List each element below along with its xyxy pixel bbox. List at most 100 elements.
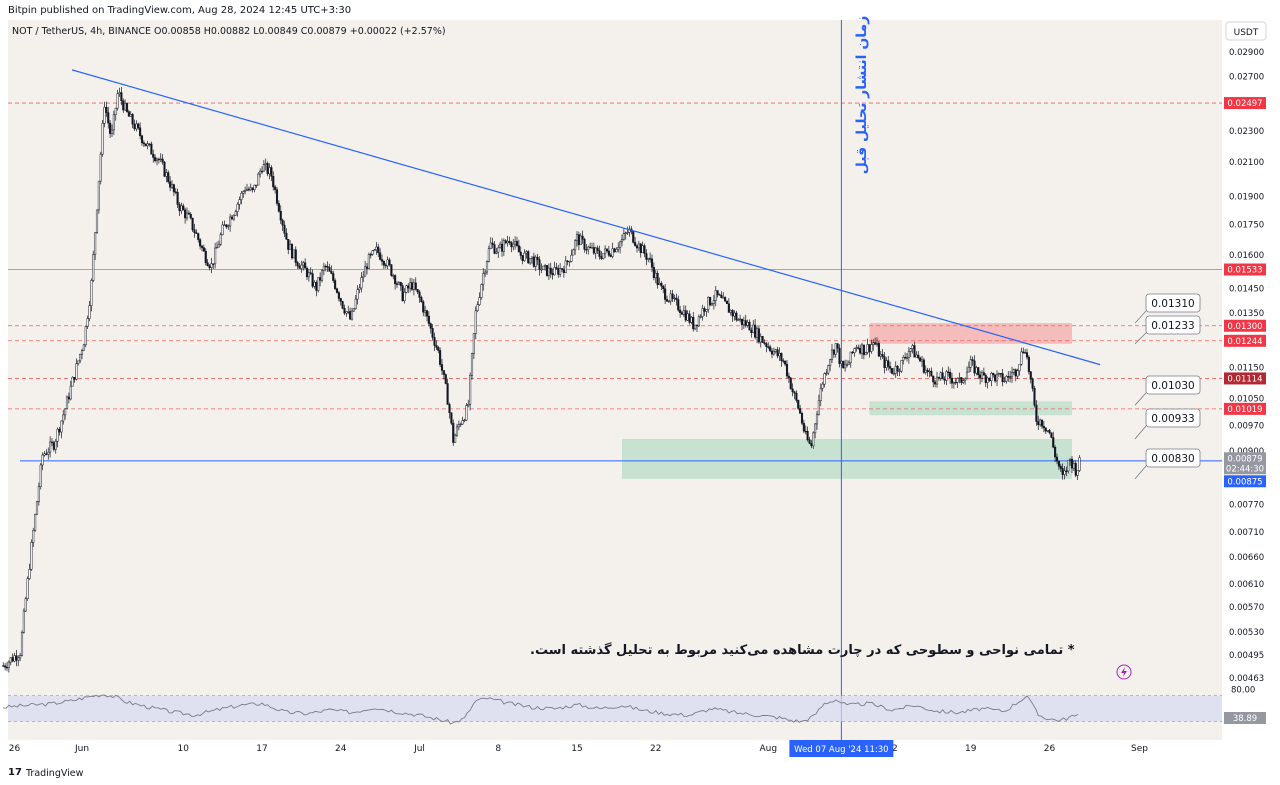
candle-body [917, 354, 920, 359]
candle-body [1033, 388, 1036, 406]
candle-body [979, 374, 982, 379]
candle-body [2, 665, 5, 667]
candle-body [534, 256, 537, 267]
candle-body [530, 256, 534, 259]
candle-body [823, 373, 826, 385]
candle-body [866, 344, 869, 353]
candle-body [889, 366, 892, 369]
candle-body [425, 310, 429, 317]
candle-body [240, 192, 243, 200]
candle-body [585, 249, 588, 251]
candle-body [1031, 379, 1034, 389]
candle-body [542, 265, 545, 270]
candle-body [527, 251, 530, 264]
candle-body [589, 246, 592, 249]
candle-body [988, 377, 991, 381]
candle-body [789, 377, 792, 390]
callout-box-2 [1145, 375, 1201, 395]
candle-body [285, 232, 288, 240]
candle-body [234, 211, 237, 216]
candle-body [17, 657, 20, 661]
candle-body [476, 304, 479, 311]
candle-body [326, 266, 329, 268]
candle-body [407, 285, 410, 289]
candle-body [810, 443, 813, 447]
candle-body [409, 282, 412, 289]
candle-body [752, 324, 755, 334]
y-tick-label: 0.01450 [1229, 284, 1264, 294]
candle-body [838, 347, 841, 364]
candle-body [221, 224, 224, 235]
callout-label-2: 0.01030 [1151, 380, 1194, 392]
candle-body [189, 213, 192, 219]
candle-body [317, 277, 320, 291]
candle-body [924, 369, 927, 373]
candle-body [705, 309, 708, 312]
candle-body [980, 372, 984, 379]
candle-body [62, 414, 65, 422]
candle-body [324, 265, 327, 268]
candle-body [748, 321, 751, 331]
candle-body [339, 298, 342, 302]
candle-body [720, 294, 723, 298]
candle-body [784, 360, 787, 365]
candle-body [497, 247, 500, 253]
candle-body [77, 360, 80, 364]
candle-body [609, 254, 612, 257]
candle-body [994, 374, 997, 382]
candle-body [574, 240, 577, 251]
rsi-line [3, 694, 1079, 725]
analysis-note: * تمامی نواحی و سطوحی که در چارت مشاهده … [530, 642, 1075, 658]
candle-body [695, 324, 699, 327]
candle-body [107, 112, 110, 124]
candle-body [34, 514, 37, 531]
candle-body [821, 383, 824, 389]
candle-body [58, 428, 61, 433]
candle-body [547, 267, 550, 276]
candle-body [401, 285, 404, 302]
candle-body [382, 261, 385, 266]
candle-body [817, 400, 820, 415]
candle-body [335, 288, 339, 293]
candle-body [491, 242, 494, 245]
candle-body [740, 318, 744, 326]
candle-body [47, 451, 50, 455]
candle-body [529, 258, 532, 264]
candle-body [1057, 460, 1060, 467]
publish-header: Bitpin published on TradingView.com, Aug… [0, 0, 1280, 22]
candle-body [352, 308, 355, 312]
candle-body [517, 245, 520, 253]
candle-body [79, 353, 82, 362]
candle-body [379, 252, 382, 260]
candle-body [465, 405, 468, 421]
candle-body [39, 464, 42, 487]
candle-body [954, 381, 957, 384]
x-tick-label: 26 [9, 744, 21, 754]
candle-body [467, 404, 470, 406]
candle-body [1044, 427, 1047, 432]
candle-body [830, 349, 834, 360]
candle-body [1061, 468, 1064, 475]
candle-body [330, 271, 333, 274]
candle-body [309, 272, 312, 274]
callout-label-0: 0.01310 [1151, 298, 1194, 310]
price-label-3: 0.01244 [1227, 337, 1262, 347]
y-tick-label: 0.01150 [1229, 364, 1264, 374]
callout-box-3 [1145, 408, 1201, 428]
candle-body [24, 598, 27, 612]
candle-body [489, 242, 492, 249]
candle-body [902, 357, 905, 361]
candle-body [973, 360, 976, 374]
callout-label-4: 0.00830 [1151, 453, 1194, 465]
candle-body [272, 176, 275, 188]
candle-body [512, 243, 515, 248]
candle-body [362, 275, 365, 278]
candle-body [146, 143, 149, 147]
candle-body [536, 256, 539, 261]
candle-body [958, 377, 961, 379]
candle-body [13, 655, 16, 662]
candle-body [598, 250, 601, 257]
candle-body [881, 354, 884, 357]
candle-body [1054, 446, 1057, 458]
